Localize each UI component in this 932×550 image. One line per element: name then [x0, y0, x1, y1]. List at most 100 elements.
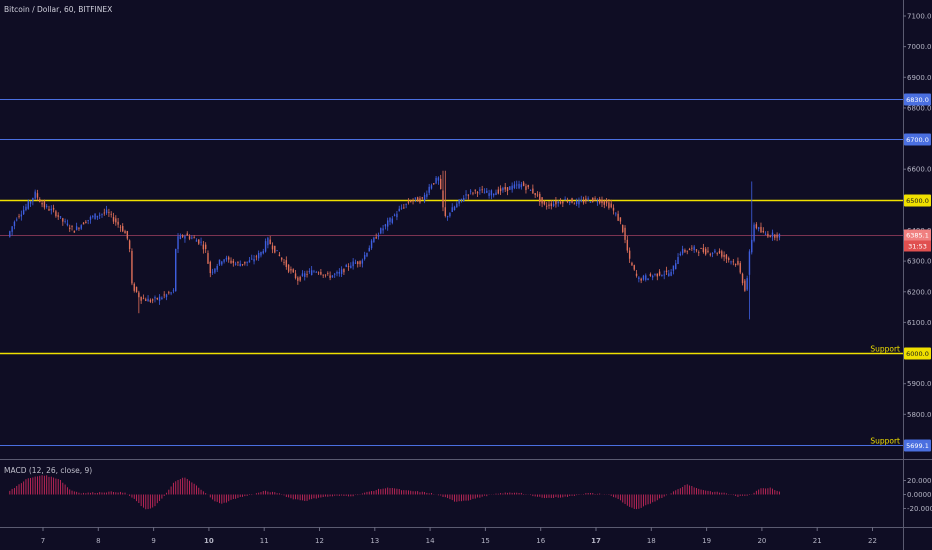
- candle: [78, 227, 80, 231]
- level-badge: [904, 133, 931, 146]
- candle: [191, 235, 193, 240]
- candle-body: [451, 207, 453, 213]
- candle-body: [193, 237, 195, 239]
- candle: [66, 219, 69, 227]
- price-tick-label: 6200.0: [907, 288, 932, 296]
- candle-body: [495, 192, 497, 196]
- candle-body: [757, 227, 760, 229]
- candle-body: [340, 269, 343, 274]
- candle-body: [366, 252, 368, 257]
- candle-body: [463, 198, 465, 202]
- candle: [244, 261, 246, 266]
- candle-body: [594, 198, 596, 200]
- candle: [396, 210, 398, 221]
- candle: [89, 215, 92, 224]
- candle: [246, 261, 248, 267]
- candle-body: [559, 202, 562, 204]
- candle-body: [52, 207, 55, 210]
- candle: [559, 198, 562, 205]
- time-tick-label: 14: [426, 537, 435, 545]
- candle-body: [633, 265, 635, 270]
- candle: [41, 200, 43, 208]
- candle-body: [117, 221, 119, 225]
- candle-body: [133, 283, 135, 291]
- candle-body: [624, 227, 626, 240]
- candle-body: [285, 260, 288, 267]
- time-tick-label: 11: [260, 537, 269, 545]
- candle-body: [474, 189, 476, 191]
- candle: [124, 229, 126, 234]
- candle: [481, 185, 483, 194]
- candle: [615, 211, 617, 217]
- candle-body: [354, 262, 357, 264]
- candle: [338, 268, 341, 277]
- candle-body: [497, 189, 500, 194]
- candle-body: [532, 188, 534, 194]
- candle-body: [184, 236, 186, 239]
- candle-body: [585, 198, 587, 202]
- candle: [460, 198, 463, 203]
- candle-body: [27, 201, 29, 209]
- candle-body: [668, 273, 670, 276]
- last-price-label: 6385.1: [906, 232, 929, 240]
- candle-body: [695, 249, 698, 251]
- candle: [506, 187, 509, 196]
- candle: [368, 245, 370, 252]
- candle-body: [709, 254, 711, 256]
- level-badge-label: 6000.0: [906, 350, 929, 358]
- candle-body: [202, 244, 205, 250]
- candle-body: [670, 271, 672, 276]
- candle-body: [92, 216, 94, 218]
- candle: [423, 192, 426, 204]
- candle: [433, 183, 435, 186]
- candle: [700, 247, 702, 249]
- candle-body: [228, 257, 230, 260]
- candle: [486, 188, 488, 194]
- candle: [225, 255, 228, 262]
- candle-body: [62, 218, 64, 222]
- candle-body: [103, 212, 105, 214]
- candle-body: [297, 277, 299, 281]
- candle: [774, 234, 776, 241]
- candle-body: [9, 231, 11, 237]
- price-tick-label: 6300.0: [907, 258, 932, 266]
- candle: [52, 204, 55, 213]
- candle-body: [403, 207, 405, 209]
- candle: [536, 191, 539, 198]
- candle: [198, 239, 200, 245]
- candle-body: [511, 185, 513, 190]
- candle-body: [75, 226, 78, 230]
- candle-body: [352, 261, 354, 267]
- candle: [380, 227, 382, 235]
- candle-body: [301, 273, 304, 276]
- candle-body: [204, 244, 207, 250]
- candle-body: [439, 178, 442, 190]
- macd-pane[interactable]: [9, 475, 780, 510]
- price-tick-label: 7000.0: [907, 43, 932, 51]
- candle-body: [704, 248, 707, 255]
- candle-body: [207, 253, 209, 264]
- candle: [631, 261, 633, 266]
- candle: [105, 205, 108, 215]
- candle-body: [334, 273, 336, 275]
- candle: [569, 201, 571, 206]
- candle: [158, 294, 161, 305]
- candle: [693, 244, 695, 253]
- candle: [135, 286, 138, 293]
- time-tick-label: 22: [868, 537, 877, 545]
- support-label: Support: [870, 437, 900, 446]
- candle: [605, 198, 608, 207]
- price-pane[interactable]: Support Support: [0, 99, 903, 446]
- candle: [474, 189, 476, 194]
- candle: [601, 196, 603, 208]
- candle-body: [753, 224, 755, 241]
- candle-body: [375, 237, 377, 239]
- candle-body: [569, 201, 571, 203]
- candle-body: [350, 265, 352, 268]
- candle: [691, 245, 693, 252]
- candle: [336, 270, 338, 277]
- candle: [85, 220, 87, 224]
- candle-body: [186, 233, 188, 236]
- candle: [329, 271, 331, 281]
